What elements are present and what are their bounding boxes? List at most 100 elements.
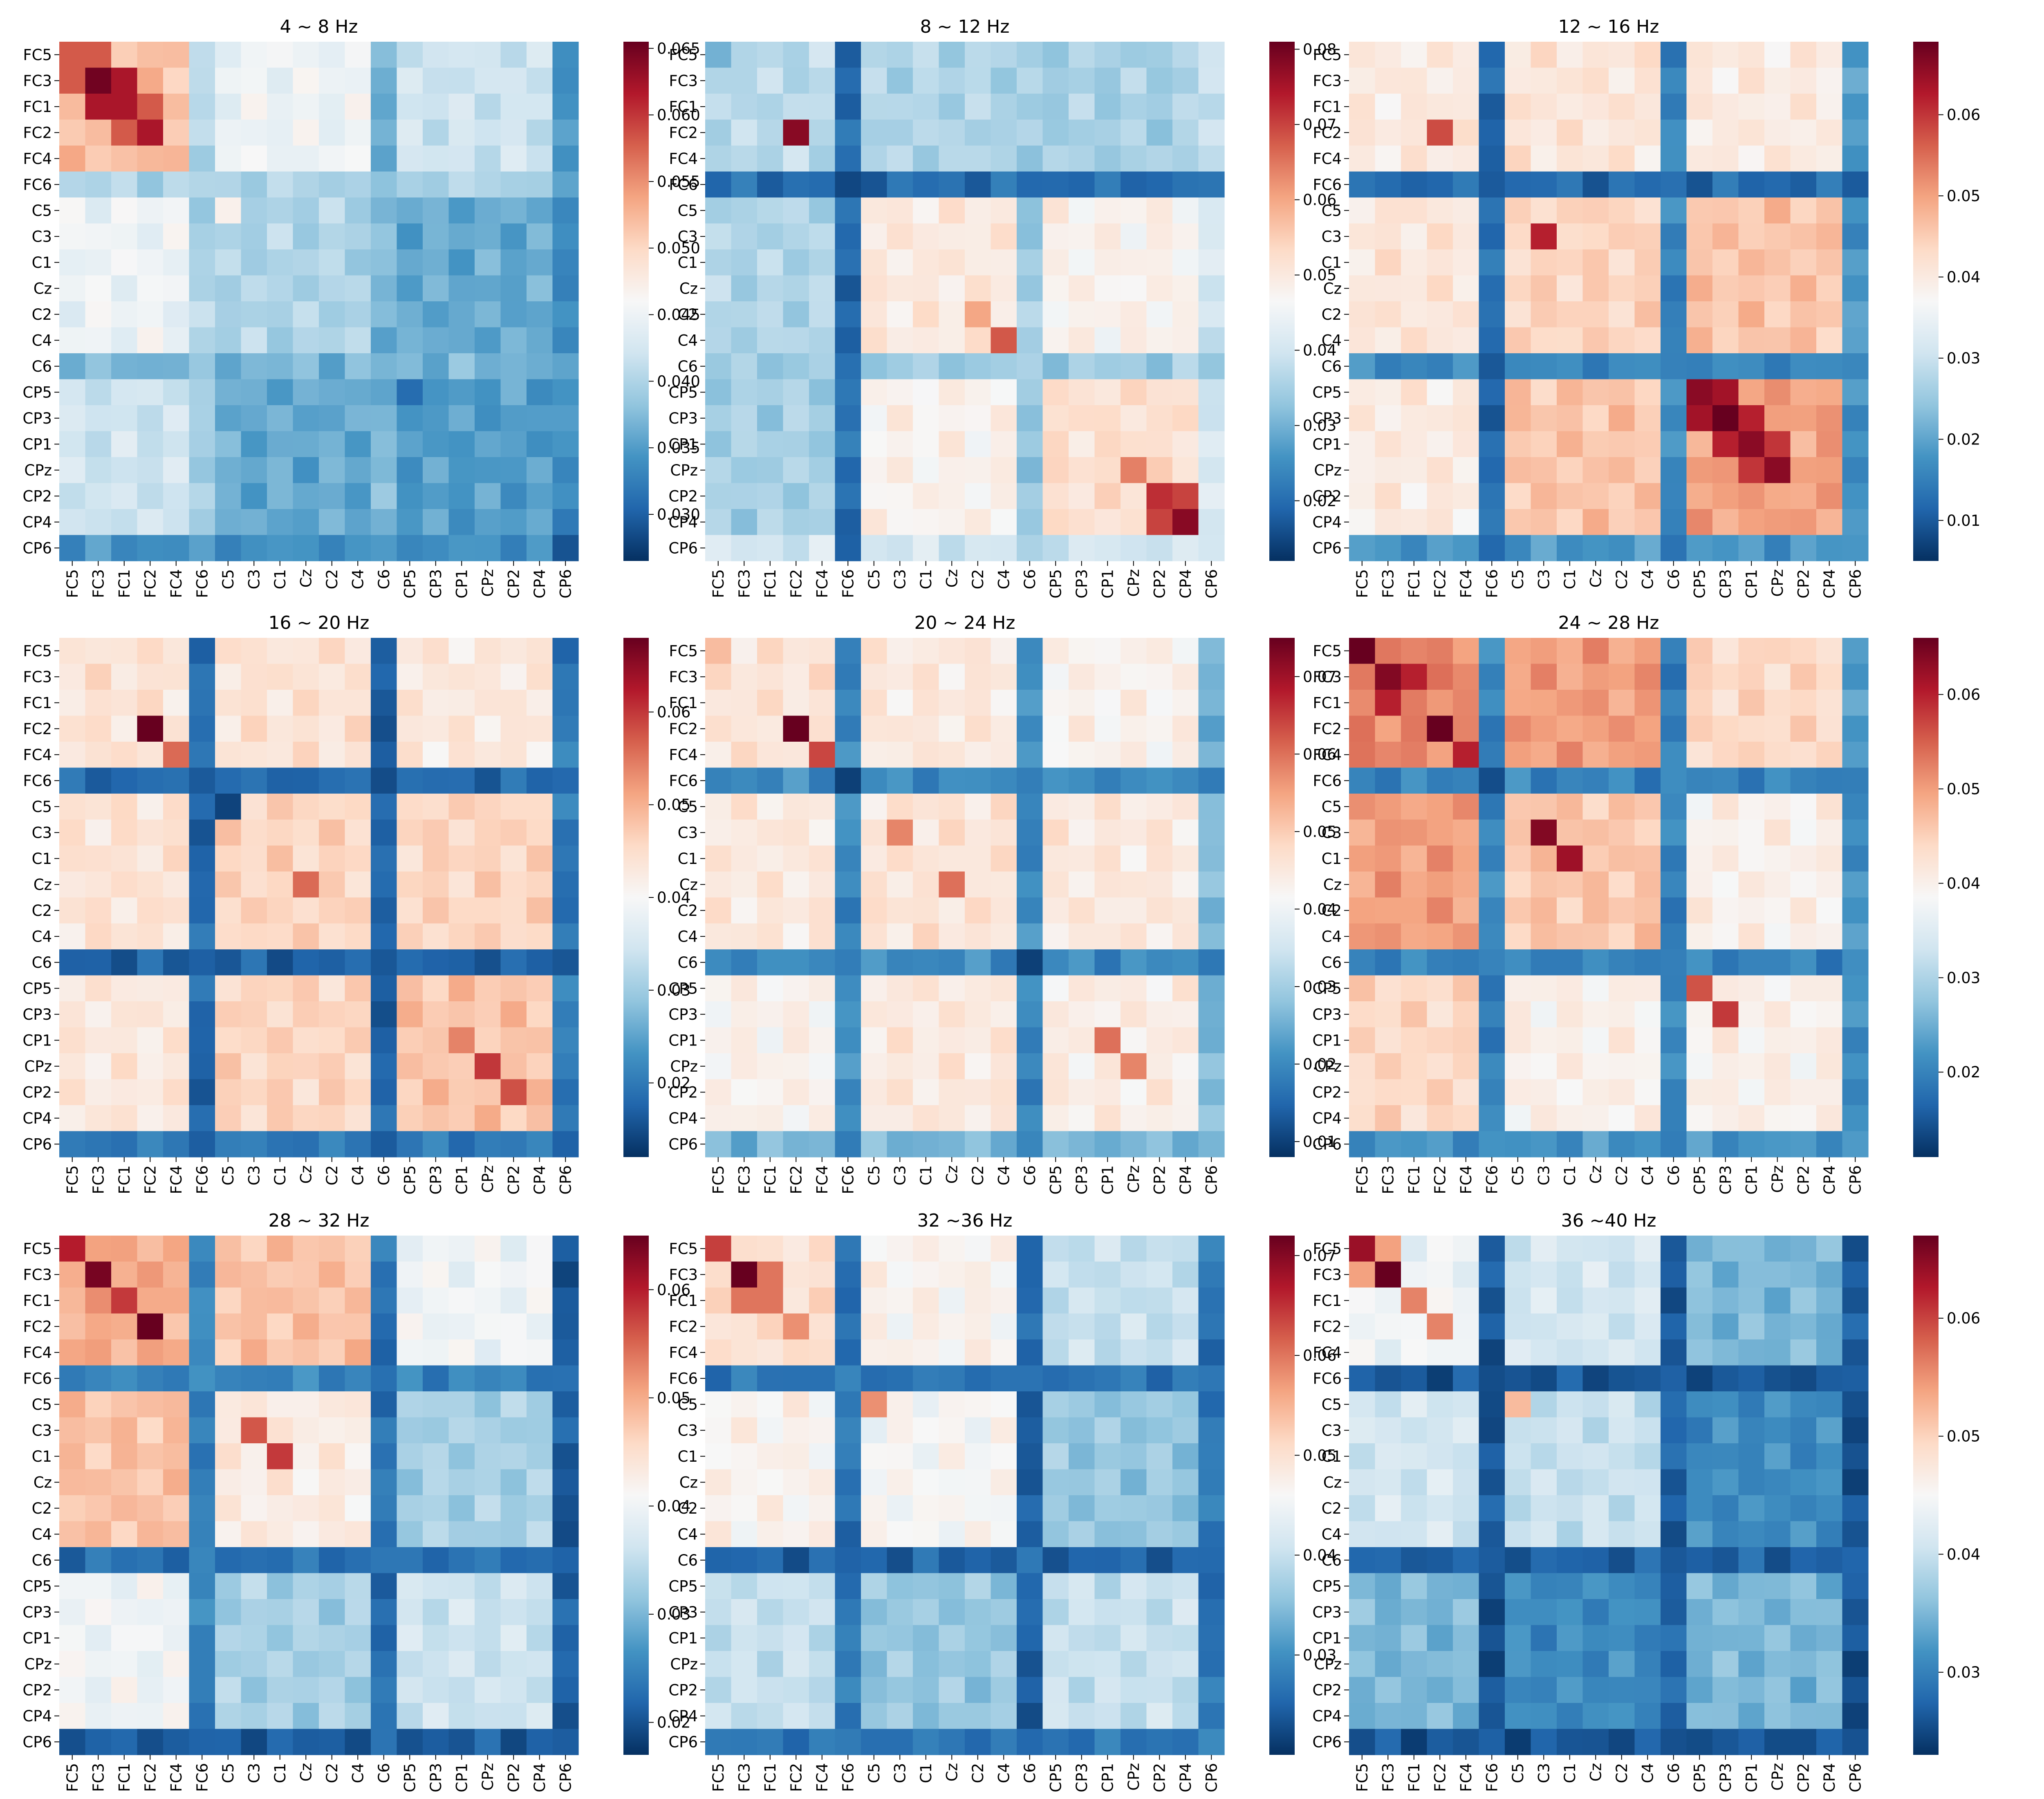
heatmap-cell (527, 379, 553, 406)
x-tick-label: C3 (891, 1763, 909, 1783)
heatmap-cell (1816, 1625, 1843, 1651)
heatmap-cell (137, 431, 164, 458)
heatmap-cell (1375, 1703, 1401, 1729)
x-tick-label: Cz (1587, 569, 1605, 588)
heatmap-cell (1609, 897, 1635, 924)
heatmap-cell (783, 223, 809, 250)
heatmap-cell (1349, 1573, 1376, 1599)
heatmap-cell (835, 638, 861, 664)
heatmap-cell (1453, 1339, 1479, 1366)
heatmap-cell (1401, 146, 1428, 172)
heatmap-cell (423, 716, 449, 742)
heatmap-cell (1712, 1599, 1739, 1626)
heatmap-cell (500, 301, 527, 328)
heatmap-cell (241, 871, 267, 898)
heatmap-cell (1017, 94, 1043, 120)
heatmap-cell (1094, 1495, 1121, 1522)
x-tick-label: C2 (1613, 1763, 1631, 1783)
heatmap-cell (423, 923, 449, 950)
heatmap-cell (1582, 301, 1609, 328)
heatmap-cell (1375, 249, 1401, 276)
heatmap-cell (1453, 405, 1479, 432)
heatmap-cell (1634, 1703, 1661, 1729)
heatmap-cell (111, 794, 138, 820)
heatmap-cell (500, 690, 527, 716)
heatmap-cell (1842, 949, 1869, 976)
heatmap-cell (371, 794, 397, 820)
heatmap-cell (1094, 846, 1121, 872)
heatmap-cell (1738, 509, 1765, 536)
heatmap-cell (1017, 146, 1043, 172)
heatmap-cell (241, 1313, 267, 1340)
heatmap-cell (189, 949, 215, 976)
heatmap-cell (783, 664, 809, 690)
heatmap-cell (423, 379, 449, 406)
y-tick-label: CPz (24, 462, 52, 479)
heatmap-cell (1738, 1521, 1765, 1548)
heatmap-cell (991, 1001, 1017, 1028)
heatmap-cell (1042, 1547, 1069, 1574)
heatmap-cell (731, 535, 758, 561)
heatmap-cell (1816, 949, 1843, 976)
heatmap-cell (267, 819, 294, 846)
heatmap-cell (293, 327, 319, 354)
heatmap-cell (1686, 146, 1713, 172)
heatmap-cell (1609, 379, 1635, 406)
heatmap-cell (448, 1001, 475, 1028)
y-tick-label: C6 (1322, 954, 1342, 971)
heatmap-cell (731, 638, 758, 664)
heatmap-cell (1349, 1027, 1376, 1054)
heatmap-cell (783, 1625, 809, 1651)
heatmap-cell (1401, 1105, 1428, 1132)
heatmap-cell (861, 405, 888, 432)
heatmap-cell (1453, 1599, 1479, 1626)
heatmap-cell (241, 1079, 267, 1106)
heatmap-cell (1017, 1443, 1043, 1470)
heatmap-cell (137, 1261, 164, 1288)
heatmap-cell (965, 1599, 991, 1626)
heatmap-cell (475, 716, 501, 742)
heatmap-cell (1017, 897, 1043, 924)
heatmap-cell (1042, 1053, 1069, 1080)
heatmap-cell (552, 742, 579, 768)
heatmap-cell (319, 1573, 345, 1599)
heatmap-cell (319, 975, 345, 1002)
heatmap-cell (1172, 67, 1199, 94)
heatmap-cell (1427, 1027, 1453, 1054)
heatmap-cell (448, 119, 475, 146)
heatmap-cell (1661, 119, 1687, 146)
x-tick-label: C5 (865, 569, 883, 589)
heatmap-cell (835, 94, 861, 120)
heatmap-cell (1609, 1105, 1635, 1132)
heatmap-cell (448, 1053, 475, 1080)
heatmap-cell (1069, 1469, 1095, 1496)
heatmap-cell (1505, 431, 1531, 458)
heatmap-cell (1042, 535, 1069, 561)
heatmap-cell (1146, 249, 1173, 276)
heatmap-cell (1712, 1001, 1739, 1028)
heatmap-cell (319, 1703, 345, 1729)
heatmap-cell (1017, 742, 1043, 768)
heatmap-cell (1842, 353, 1869, 380)
heatmap-cell (345, 1599, 371, 1626)
heatmap-cell (1349, 767, 1376, 794)
heatmap-cell (371, 1236, 397, 1262)
heatmap-cell (137, 1131, 164, 1157)
heatmap-cell (1146, 1677, 1173, 1703)
heatmap-cell (1042, 638, 1069, 664)
heatmap-cell (397, 767, 423, 794)
heatmap-cell (1094, 897, 1121, 924)
heatmap-cell (1738, 379, 1765, 406)
heatmap-cell (1712, 975, 1739, 1002)
heatmap-cell (423, 846, 449, 872)
heatmap-cell (1842, 1313, 1869, 1340)
y-tick-label: FC5 (669, 642, 698, 660)
heatmap-cell (1069, 1495, 1095, 1522)
heatmap-cell (783, 67, 809, 94)
heatmap-cell (731, 846, 758, 872)
heatmap-cell (293, 1599, 319, 1626)
heatmap-cell (1042, 949, 1069, 976)
y-tick-label: C4 (32, 1525, 52, 1543)
heatmap-cell (1146, 379, 1173, 406)
heatmap-cell (1505, 1599, 1531, 1626)
